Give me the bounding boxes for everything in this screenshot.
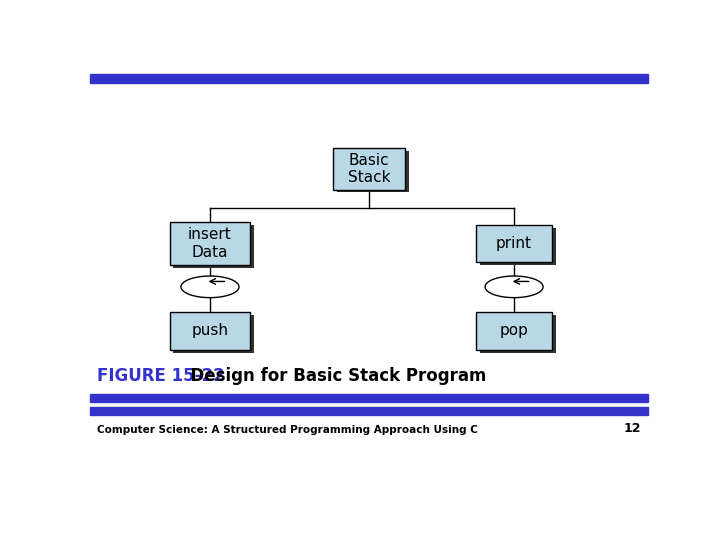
Text: Design for Basic Stack Program: Design for Basic Stack Program: [179, 367, 487, 385]
Text: push: push: [192, 323, 228, 339]
Bar: [333, 148, 405, 190]
Text: insert
Data: insert Data: [188, 227, 232, 260]
Bar: [169, 222, 251, 266]
Bar: [480, 228, 556, 265]
Text: Computer Science: A Structured Programming Approach Using C: Computer Science: A Structured Programmi…: [96, 425, 477, 435]
Bar: [174, 315, 254, 353]
Bar: [480, 315, 556, 353]
Ellipse shape: [181, 276, 239, 298]
Bar: [169, 312, 251, 349]
Bar: [477, 312, 552, 349]
Ellipse shape: [485, 276, 543, 298]
Text: FIGURE 15-22: FIGURE 15-22: [96, 367, 225, 385]
Bar: [90, 74, 648, 83]
Text: Basic
Stack: Basic Stack: [348, 152, 390, 185]
Bar: [174, 225, 254, 268]
Bar: [337, 151, 409, 192]
Bar: [90, 407, 648, 415]
Bar: [477, 225, 552, 262]
Bar: [90, 394, 648, 402]
Text: print: print: [496, 236, 532, 251]
Text: pop: pop: [500, 323, 528, 339]
Text: 12: 12: [624, 422, 642, 435]
